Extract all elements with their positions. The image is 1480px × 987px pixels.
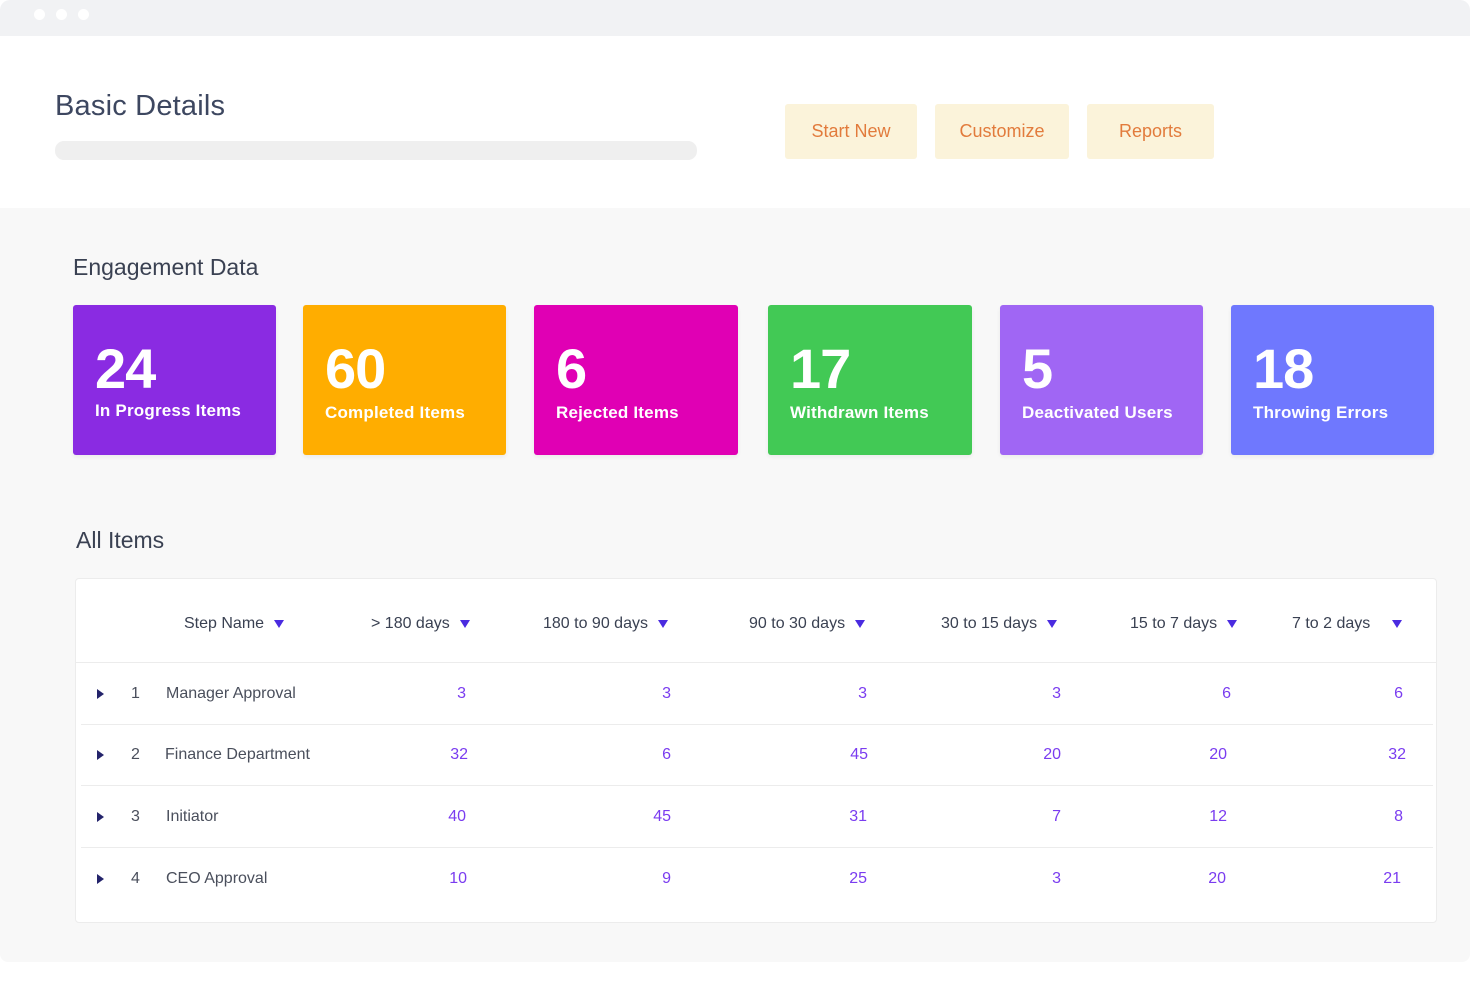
- row-value: 20: [1043, 746, 1061, 763]
- page-title: Basic Details: [55, 90, 226, 122]
- window-minimize-dot-icon[interactable]: [56, 9, 67, 20]
- stat-card-label: Completed Items: [325, 403, 465, 422]
- customize-button[interactable]: Customize: [935, 104, 1069, 159]
- row-step-name: Finance Department: [165, 746, 310, 763]
- expand-row-icon[interactable]: [97, 874, 104, 884]
- table-row[interactable]: 1 Manager Approval 3 3 3 3 6 6: [81, 663, 1433, 725]
- sort-caret-icon: [657, 620, 668, 628]
- stat-card-value: 5: [1022, 337, 1053, 400]
- stat-card-completed[interactable]: 60 Completed Items: [303, 305, 506, 455]
- table-row[interactable]: 4 CEO Approval 10 9 25 3 20 21: [81, 848, 1433, 910]
- table-row[interactable]: 2 Finance Department 32 6 45 20 20 32: [81, 724, 1433, 786]
- stat-card-label: Throwing Errors: [1253, 403, 1389, 422]
- row-step-name: Manager Approval: [166, 685, 296, 702]
- row-value: 25: [849, 870, 867, 887]
- stat-card-deactivated[interactable]: 5 Deactivated Users: [1000, 305, 1203, 455]
- header-section: Basic Details Start New Customize Report…: [0, 36, 1470, 208]
- row-value: 21: [1383, 870, 1401, 887]
- row-value: 20: [1208, 870, 1226, 887]
- row-value: 31: [849, 808, 867, 825]
- row-value: 6: [662, 746, 671, 763]
- row-value: 3: [858, 685, 867, 702]
- column-header-7-2[interactable]: 7 to 2 days: [1292, 615, 1403, 633]
- row-step-name: CEO Approval: [166, 870, 268, 887]
- column-header-90-30[interactable]: 90 to 30 days: [749, 615, 866, 633]
- stat-card-value: 18: [1253, 337, 1314, 400]
- sort-caret-icon: [855, 620, 866, 628]
- row-value: 3: [457, 685, 466, 702]
- expand-row-icon[interactable]: [97, 689, 104, 699]
- stat-card-value: 17: [790, 337, 851, 400]
- row-value: 3: [1052, 870, 1061, 887]
- main-content: Engagement Data 24 In Progress Items 60 …: [0, 208, 1470, 962]
- row-value: 12: [1209, 808, 1227, 825]
- row-value: 20: [1209, 746, 1227, 763]
- row-value: 10: [449, 870, 467, 887]
- row-value: 3: [662, 685, 671, 702]
- row-index: 3: [131, 808, 140, 825]
- row-value: 45: [653, 808, 671, 825]
- table-header: Step Name > 180 days 180 to 90 days 90 t…: [76, 579, 1436, 663]
- row-value: 32: [450, 746, 468, 763]
- stat-card-label: Withdrawn Items: [790, 403, 929, 422]
- sort-caret-icon: [459, 620, 470, 628]
- column-header-15-7[interactable]: 15 to 7 days: [1130, 615, 1238, 633]
- stat-card-value: 60: [325, 337, 386, 400]
- column-header-180-90[interactable]: 180 to 90 days: [543, 615, 668, 633]
- sort-caret-icon: [1047, 620, 1058, 628]
- row-value: 40: [448, 808, 466, 825]
- row-step-name: Initiator: [166, 808, 219, 825]
- sort-caret-icon: [1392, 620, 1403, 628]
- start-new-button[interactable]: Start New: [785, 104, 917, 159]
- app-window: Basic Details Start New Customize Report…: [0, 0, 1470, 962]
- window-titlebar: [0, 0, 1470, 36]
- table-row[interactable]: 3 Initiator 40 45 31 7 12 8: [81, 786, 1433, 848]
- row-value: 32: [1388, 746, 1406, 763]
- stat-card-label: Rejected Items: [556, 403, 679, 422]
- row-index: 4: [131, 870, 140, 887]
- stat-card-label: Deactivated Users: [1022, 403, 1173, 422]
- stat-card-errors[interactable]: 18 Throwing Errors: [1231, 305, 1434, 455]
- row-value: 3: [1052, 685, 1061, 702]
- sort-caret-icon: [274, 620, 285, 628]
- window-close-dot-icon[interactable]: [34, 9, 45, 20]
- column-header-step-name[interactable]: Step Name: [184, 615, 285, 633]
- stat-card-value: 24: [95, 337, 156, 400]
- progress-placeholder-bar: [55, 141, 697, 160]
- stat-card-in-progress[interactable]: 24 In Progress Items: [73, 305, 276, 455]
- row-index: 1: [131, 685, 140, 702]
- reports-button[interactable]: Reports: [1087, 104, 1214, 159]
- expand-row-icon[interactable]: [97, 750, 104, 760]
- row-value: 7: [1052, 808, 1061, 825]
- row-value: 6: [1394, 685, 1403, 702]
- engagement-section-title: Engagement Data: [73, 254, 259, 280]
- stat-card-rejected[interactable]: 6 Rejected Items: [534, 305, 738, 455]
- row-value: 6: [1222, 685, 1231, 702]
- sort-caret-icon: [1227, 620, 1238, 628]
- row-value: 9: [662, 870, 671, 887]
- expand-row-icon[interactable]: [97, 812, 104, 822]
- items-table: Step Name > 180 days 180 to 90 days 90 t…: [75, 578, 1437, 923]
- column-header-180-plus[interactable]: > 180 days: [371, 615, 470, 633]
- row-index: 2: [131, 746, 140, 763]
- window-maximize-dot-icon[interactable]: [78, 9, 89, 20]
- all-items-section-title: All Items: [76, 527, 165, 553]
- row-value: 8: [1394, 808, 1403, 825]
- row-value: 45: [850, 746, 868, 763]
- stat-card-withdrawn[interactable]: 17 Withdrawn Items: [768, 305, 972, 455]
- stat-card-value: 6: [556, 337, 587, 400]
- stat-card-label: In Progress Items: [95, 401, 242, 420]
- column-header-30-15[interactable]: 30 to 15 days: [941, 615, 1058, 633]
